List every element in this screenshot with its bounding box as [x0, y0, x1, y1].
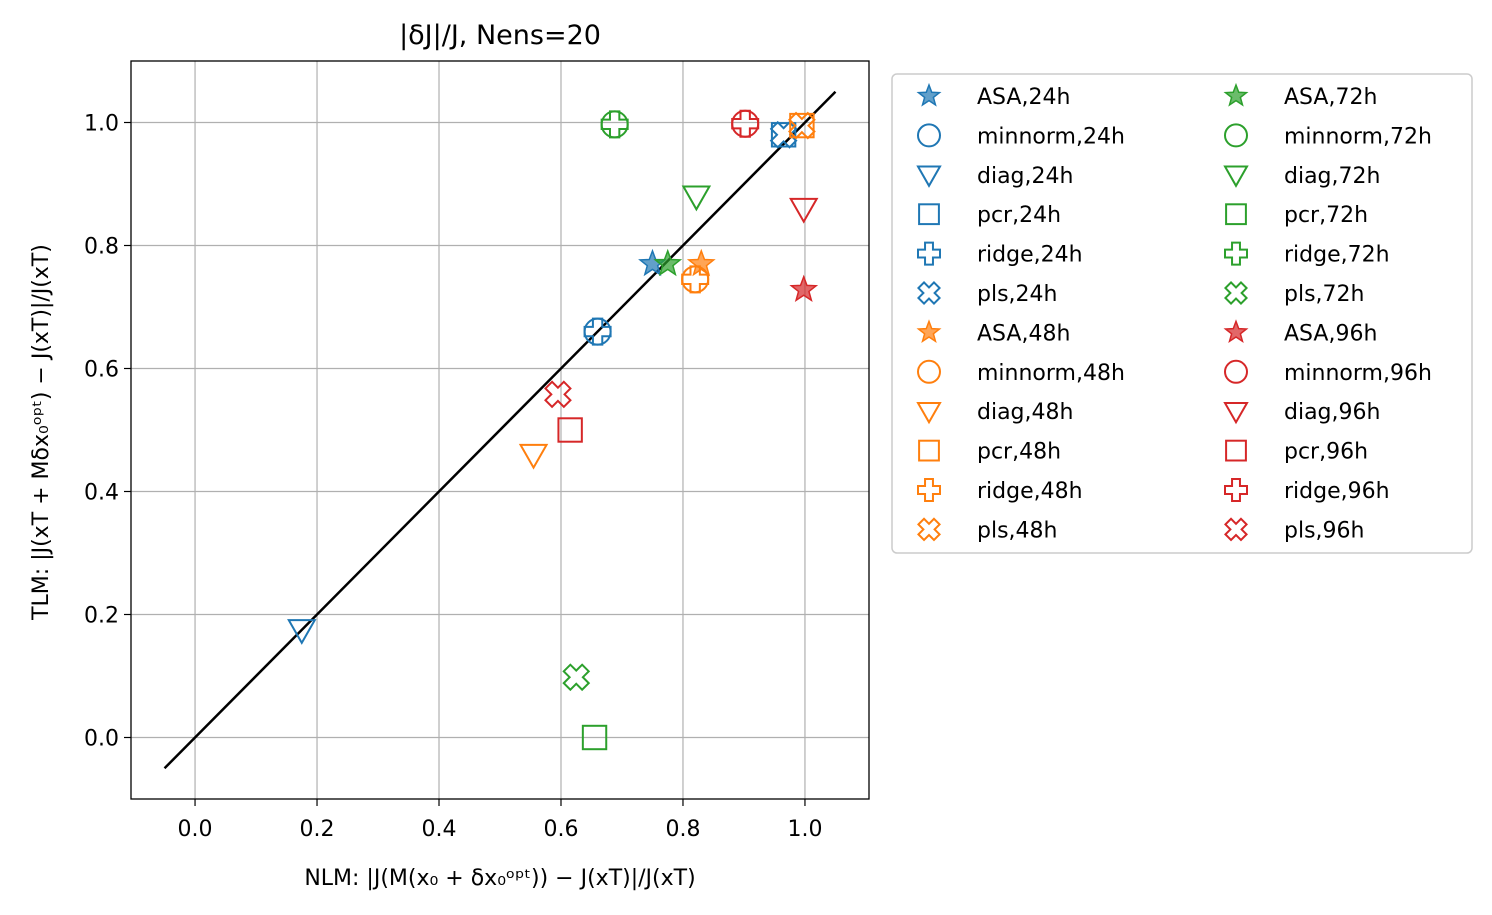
legend-marker-asa-96h: [1223, 319, 1249, 344]
legend-marker-diag-24h: [916, 165, 942, 188]
legend-marker-minnorm-48h: [917, 359, 941, 384]
legend-label: diag,24h: [977, 164, 1073, 189]
point-pcr-24h: [770, 122, 797, 148]
legend-marker-pls-24h: [917, 281, 941, 305]
point-pls-72h: [562, 663, 591, 692]
point-ridge-96h: [731, 109, 760, 138]
legend-label: pls,24h: [977, 282, 1057, 307]
x-tick-label: 0.2: [300, 817, 335, 842]
legend-label: ASA,96h: [1284, 321, 1377, 346]
legend-marker-asa-24h: [916, 82, 942, 107]
legend-label: pls,48h: [977, 518, 1057, 543]
x-tick-label: 0.0: [178, 817, 213, 842]
x-tick-label: 0.6: [543, 817, 578, 842]
legend-label: ASA,72h: [1284, 85, 1377, 110]
legend-marker-ridge-72h: [1224, 241, 1248, 266]
y-tick-label: 0.6: [84, 358, 119, 383]
legend-marker-minnorm-72h: [1224, 123, 1248, 148]
legend-label: minnorm,24h: [977, 124, 1125, 149]
legend-label: ridge,72h: [1284, 243, 1390, 268]
point-minnorm-72h: [600, 110, 629, 139]
legend-marker-diag-48h: [916, 401, 942, 425]
legend-label: diag,72h: [1284, 164, 1380, 189]
legend-label: ridge,24h: [977, 243, 1083, 268]
y-tick-label: 0.0: [84, 727, 119, 752]
point-diag-72h: [681, 185, 712, 212]
y-tick-label: 1.0: [84, 112, 119, 137]
legend-label: ridge,96h: [1284, 479, 1390, 504]
x-tick-label: 1.0: [787, 817, 822, 842]
legend-label: ASA,24h: [977, 85, 1070, 110]
x-tick-label: 0.8: [665, 817, 700, 842]
legend-marker-ridge-24h: [917, 241, 941, 266]
legend-label: ASA,48h: [977, 321, 1070, 346]
legend-label: diag,96h: [1284, 400, 1380, 425]
plot-area: [163, 90, 837, 770]
legend-label: ridge,48h: [977, 479, 1083, 504]
point-asa-48h: [686, 248, 716, 277]
legend-marker-asa-48h: [916, 319, 942, 344]
legend-marker-diag-96h: [1223, 401, 1249, 425]
point-ridge-24h: [583, 317, 612, 346]
legend-marker-minnorm-24h: [917, 123, 941, 148]
legend-label: minnorm,48h: [977, 361, 1125, 386]
identity-line: [163, 90, 837, 770]
legend-label: minnorm,72h: [1284, 124, 1432, 149]
legend-label: pcr,24h: [977, 203, 1061, 228]
point-pcr-48h: [789, 112, 815, 139]
legend-label: pcr,96h: [1284, 440, 1368, 465]
point-pls-96h: [544, 380, 572, 409]
legend-marker-pcr-24h: [918, 203, 940, 226]
grid-lines: [131, 61, 869, 799]
y-axis-label: TLM: |J(xT + Mδx₀ᵒᵖᵗ) − J(xT)|/J(xT): [29, 244, 54, 621]
legend-marker-diag-72h: [1223, 165, 1249, 188]
axes-frame: [130, 60, 870, 800]
legend-marker-pls-96h: [1224, 517, 1248, 542]
legend-marker-ridge-48h: [917, 478, 941, 502]
legend-label: pcr,48h: [977, 440, 1061, 465]
legend-marker-pls-48h: [917, 517, 941, 542]
chart-title: |δJ|/J, Nens=20: [399, 20, 601, 51]
legend-label: pls,96h: [1284, 518, 1364, 543]
point-diag-24h: [287, 619, 317, 645]
legend-marker-pcr-96h: [1225, 439, 1247, 462]
legend-marker-ridge-96h: [1224, 478, 1248, 502]
y-tick-label: 0.2: [84, 604, 119, 629]
legend-marker-pcr-72h: [1225, 203, 1247, 226]
point-pls-48h: [787, 111, 816, 140]
point-minnorm-96h: [731, 109, 760, 138]
point-ridge-72h: [600, 110, 629, 139]
point-diag-96h: [789, 197, 819, 224]
x-axis-label: NLM: |J(M(x₀ + δx₀ᵒᵖᵗ)) − J(xT)|/J(xT): [304, 866, 695, 891]
point-pcr-72h: [581, 724, 608, 751]
point-diag-48h: [518, 443, 549, 470]
point-asa-96h: [789, 274, 819, 303]
y-tick-label: 0.4: [84, 481, 119, 506]
legend-marker-minnorm-96h: [1224, 359, 1248, 384]
legend-label: diag,48h: [977, 400, 1073, 425]
point-asa-72h: [653, 248, 683, 277]
x-tick-label: 0.4: [422, 817, 457, 842]
legend-marker-pcr-48h: [918, 439, 940, 462]
legend: ASA,24h minnorm,24h diag,24h pcr,24h ridge,2…: [891, 73, 1473, 554]
axis-ticks: 0.0 0.2 0.4 0.6 0.8 1.0 0.0 0.2 0.4 0.6 0.8 1.0: [84, 112, 822, 843]
legend-label: minnorm,96h: [1284, 361, 1432, 386]
legend-marker-pls-72h: [1224, 281, 1248, 305]
plot-border: [130, 60, 870, 800]
legend-label: pls,72h: [1284, 282, 1364, 307]
y-tick-label: 0.8: [84, 235, 119, 260]
point-ridge-48h: [681, 265, 710, 294]
legend-marker-asa-72h: [1223, 82, 1249, 107]
legend-label: pcr,72h: [1284, 203, 1368, 228]
legend-box: [891, 73, 1473, 554]
point-pcr-96h: [557, 417, 583, 443]
